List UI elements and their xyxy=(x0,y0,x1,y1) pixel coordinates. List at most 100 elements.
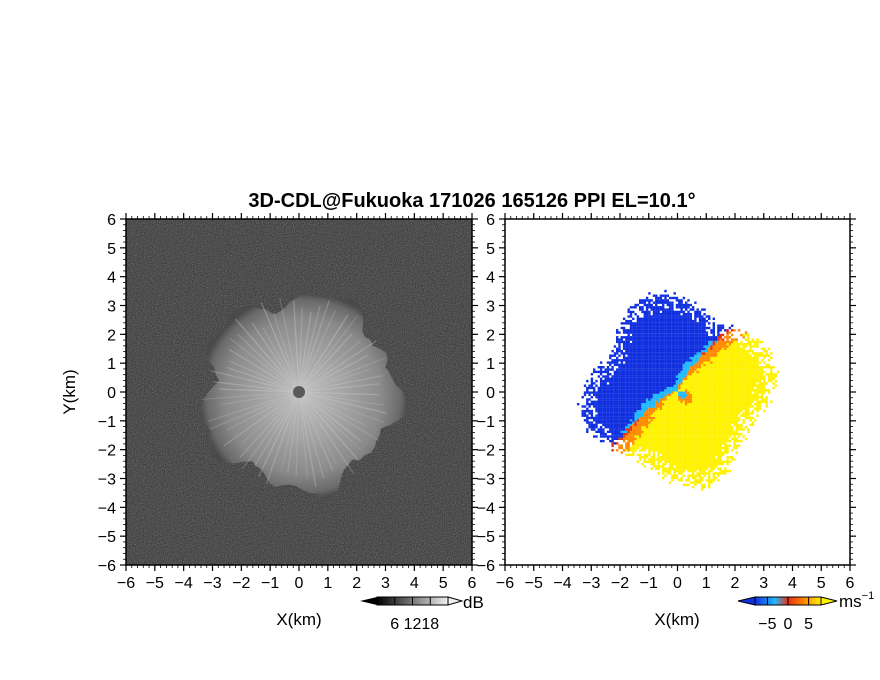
velocity-cell xyxy=(694,386,697,390)
velocity-cell xyxy=(760,354,764,357)
velocity-cell xyxy=(597,430,600,433)
velocity-cell xyxy=(763,379,766,383)
velocity-cell xyxy=(701,343,704,346)
velocity-cell xyxy=(694,396,697,399)
velocity-cell xyxy=(652,319,656,323)
velocity-cell xyxy=(682,363,686,367)
velocity-cell xyxy=(731,329,734,332)
velocity-cell xyxy=(668,308,672,311)
velocity-cell xyxy=(712,347,715,350)
velocity-cell xyxy=(689,343,692,346)
velocity-cell xyxy=(710,352,713,355)
velocity-cell xyxy=(696,398,699,401)
velocity-cell xyxy=(627,315,630,318)
velocity-cell xyxy=(673,428,676,431)
velocity-cell xyxy=(737,419,741,422)
velocity-cell xyxy=(599,373,603,376)
snr-x-tick-labels: −6 −5 −4 −3 −2 −1 0 1 2 3 4 5 6 xyxy=(117,575,477,592)
velocity-cell xyxy=(634,366,637,369)
velocity-cell xyxy=(634,432,637,436)
velocity-cell xyxy=(685,419,688,422)
velocity-cell xyxy=(671,377,674,380)
velocity-cell xyxy=(606,419,610,422)
velocity-cell xyxy=(673,340,676,344)
velocity-cell xyxy=(643,393,646,397)
velocity-cell xyxy=(760,347,764,350)
velocity-cell xyxy=(678,375,681,378)
velocity-cell xyxy=(691,366,695,369)
velocity-cell xyxy=(763,347,766,350)
velocity-cell xyxy=(652,465,656,468)
velocity-cell xyxy=(620,349,623,353)
velocity-cell xyxy=(694,456,697,459)
velocity-cell xyxy=(613,354,617,357)
velocity-cell xyxy=(710,396,713,399)
velocity-cell xyxy=(717,398,720,401)
velocity-cell xyxy=(687,336,690,339)
velocity-cell xyxy=(685,435,688,438)
velocity-cell xyxy=(632,377,635,380)
velocity-cell xyxy=(645,430,649,433)
velocity-cell xyxy=(627,396,630,399)
velocity-cell xyxy=(701,363,704,367)
velocity-cell xyxy=(703,430,706,433)
velocity-cell xyxy=(685,306,688,309)
velocity-cell xyxy=(717,345,720,348)
velocity-cell xyxy=(675,299,679,302)
velocity-cell xyxy=(643,349,646,353)
velocity-cell xyxy=(664,338,667,341)
velocity-cell xyxy=(685,437,688,440)
velocity-cell xyxy=(632,446,635,450)
velocity-cell xyxy=(680,437,683,440)
velocity-cell xyxy=(714,460,718,463)
velocity-cell xyxy=(701,329,704,332)
velocity-cell xyxy=(643,435,646,438)
velocity-cell xyxy=(731,403,734,406)
velocity-cell xyxy=(708,481,711,484)
velocity-cell xyxy=(671,331,674,334)
velocity-cell xyxy=(675,465,679,468)
velocity-cell xyxy=(696,409,699,413)
velocity-cell xyxy=(625,416,628,420)
velocity-cell xyxy=(611,407,614,410)
velocity-cell xyxy=(645,373,649,376)
velocity-cell xyxy=(641,412,644,415)
velocity-cell xyxy=(604,407,607,410)
velocity-cell xyxy=(717,421,720,424)
velocity-cell xyxy=(634,409,637,413)
velocity-cell xyxy=(744,359,748,362)
velocity-cell xyxy=(703,437,706,440)
velocity-cell xyxy=(689,407,692,410)
velocity-cell xyxy=(710,416,713,420)
velocity-cell xyxy=(648,449,651,452)
velocity-cell xyxy=(694,356,697,360)
velocity-cell xyxy=(705,352,709,355)
velocity-cell xyxy=(622,393,626,397)
velocity-cell xyxy=(680,361,683,364)
velocity-cell xyxy=(629,310,633,314)
snr-radial-streaks xyxy=(201,297,387,488)
velocity-cell xyxy=(678,451,681,454)
velocity-cell xyxy=(749,354,752,357)
velocity-cell xyxy=(648,430,651,433)
velocity-cell xyxy=(689,453,692,457)
velocity-cell xyxy=(625,382,628,385)
y-tick-label: −6 xyxy=(477,558,495,575)
velocity-cell xyxy=(726,460,729,463)
velocity-cell xyxy=(666,432,669,436)
velocity-cell xyxy=(733,421,736,424)
velocity-cell xyxy=(774,373,778,376)
velocity-cell xyxy=(664,377,667,380)
velocity-cell xyxy=(616,405,619,408)
velocity-cell xyxy=(698,345,702,348)
velocity-cell xyxy=(611,359,614,362)
velocity-cell xyxy=(625,421,628,424)
velocity-cell xyxy=(645,345,649,348)
velocity-cell xyxy=(666,336,669,339)
velocity-cell xyxy=(721,326,725,330)
velocity-cell xyxy=(728,405,732,408)
velocity-cell xyxy=(618,363,621,367)
velocity-cell xyxy=(590,391,594,394)
velocity-cell xyxy=(659,345,663,348)
velocity-cell xyxy=(636,349,640,353)
